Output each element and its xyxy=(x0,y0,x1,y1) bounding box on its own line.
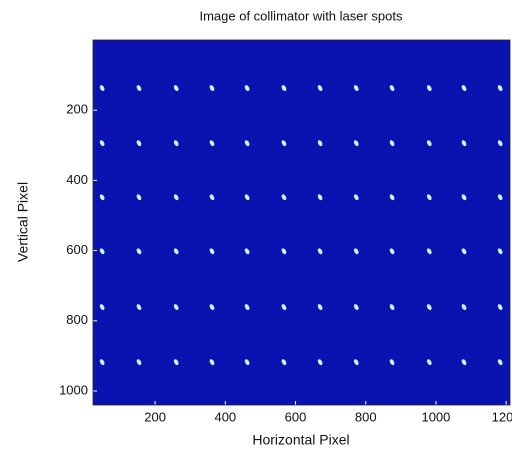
plot-frame xyxy=(92,39,511,406)
laser-spot xyxy=(244,304,250,311)
laser-spot xyxy=(209,140,215,147)
y-tick-label: 1000 xyxy=(59,382,88,397)
laser-spot xyxy=(136,248,142,255)
laser-spot xyxy=(426,359,432,366)
laser-spot xyxy=(497,359,503,366)
laser-spot xyxy=(426,194,432,201)
laser-spot xyxy=(461,140,467,147)
laser-spot xyxy=(317,194,323,201)
laser-spot xyxy=(173,85,179,92)
laser-spot xyxy=(244,359,250,366)
laser-spot xyxy=(209,304,215,311)
laser-spot xyxy=(461,194,467,201)
laser-spot xyxy=(281,194,287,201)
laser-spot xyxy=(497,304,503,311)
laser-spot xyxy=(244,248,250,255)
laser-spot xyxy=(461,359,467,366)
laser-spot xyxy=(353,304,359,311)
laser-spot xyxy=(317,304,323,311)
laser-spot xyxy=(281,140,287,147)
laser-spot xyxy=(389,304,395,311)
laser-spot xyxy=(99,359,105,366)
laser-spot xyxy=(173,304,179,311)
x-tick-label: 800 xyxy=(355,409,377,424)
laser-spot xyxy=(99,140,105,147)
y-tick-label: 800 xyxy=(66,312,88,327)
laser-spot xyxy=(209,248,215,255)
laser-spot xyxy=(136,359,142,366)
laser-spot xyxy=(426,248,432,255)
laser-spot xyxy=(99,248,105,255)
laser-spot xyxy=(99,85,105,92)
laser-spot xyxy=(173,194,179,201)
laser-spot xyxy=(209,85,215,92)
laser-spot xyxy=(497,85,503,92)
laser-spot xyxy=(99,194,105,201)
y-tick-label: 600 xyxy=(66,242,88,257)
laser-spot xyxy=(461,248,467,255)
laser-spot xyxy=(173,359,179,366)
laser-spot xyxy=(244,194,250,201)
laser-spot xyxy=(497,248,503,255)
laser-spot xyxy=(389,85,395,92)
laser-spot xyxy=(136,140,142,147)
laser-spot xyxy=(389,194,395,201)
laser-spot xyxy=(497,194,503,201)
laser-spot xyxy=(136,194,142,201)
laser-spot xyxy=(353,248,359,255)
y-axis-label: Vertical Pixel xyxy=(15,182,31,262)
laser-spot xyxy=(209,194,215,201)
laser-spot xyxy=(353,85,359,92)
laser-spot xyxy=(244,140,250,147)
x-tick-label: 1000 xyxy=(421,409,450,424)
laser-spot xyxy=(317,359,323,366)
laser-spot xyxy=(281,359,287,366)
laser-spot xyxy=(281,85,287,92)
laser-spot xyxy=(497,140,503,147)
laser-spot xyxy=(99,304,105,311)
laser-spot xyxy=(317,85,323,92)
x-tick-label: 1200 xyxy=(492,409,512,424)
x-tick-label: 400 xyxy=(214,409,236,424)
laser-spot xyxy=(244,85,250,92)
laser-spot xyxy=(173,140,179,147)
laser-spot xyxy=(173,248,179,255)
laser-spot xyxy=(136,85,142,92)
laser-spot xyxy=(136,304,142,311)
laser-spot xyxy=(426,304,432,311)
laser-spot xyxy=(317,248,323,255)
laser-spot xyxy=(317,140,323,147)
chart-title: Image of collimator with laser spots xyxy=(199,8,403,23)
x-axis-label: Horizontal Pixel xyxy=(252,432,349,448)
laser-spot xyxy=(426,140,432,147)
laser-spot xyxy=(426,85,432,92)
laser-spot xyxy=(353,194,359,201)
laser-spot xyxy=(209,359,215,366)
laser-spot xyxy=(281,304,287,311)
y-tick-label: 400 xyxy=(66,172,88,187)
laser-spot xyxy=(389,140,395,147)
x-tick-label: 600 xyxy=(285,409,307,424)
x-tick-label: 200 xyxy=(144,409,166,424)
plot-area xyxy=(93,40,510,405)
y-tick-label: 200 xyxy=(66,102,88,117)
laser-spot xyxy=(389,359,395,366)
laser-spot xyxy=(281,248,287,255)
laser-spot xyxy=(461,304,467,311)
laser-spot xyxy=(389,248,395,255)
laser-spot xyxy=(353,359,359,366)
laser-spot xyxy=(353,140,359,147)
laser-spot xyxy=(461,85,467,92)
